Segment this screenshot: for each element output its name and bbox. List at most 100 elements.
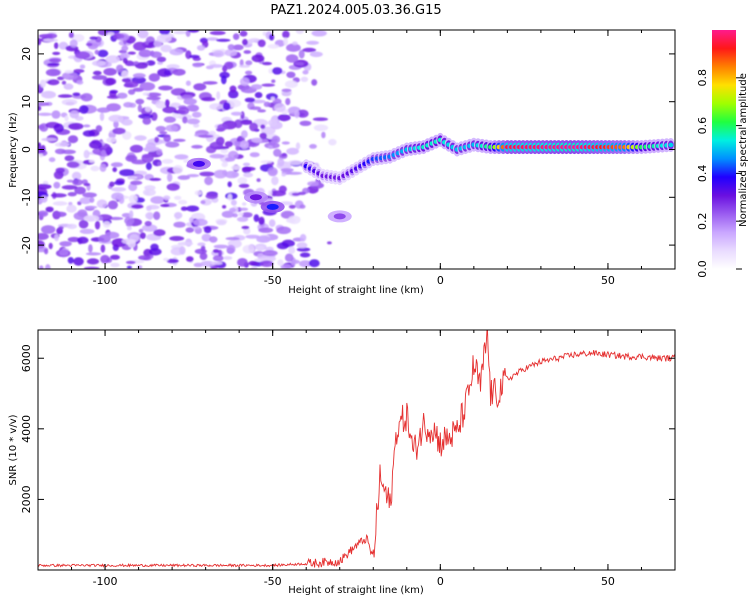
heatmap-noise-cell [245,70,253,75]
heatmap-noise-cell [271,135,281,144]
heatmap-noise-cell [99,163,107,172]
heatmap-noise-cell [61,149,76,155]
heatmap-noise-cell [191,144,203,149]
heatmap-noise-cell [243,172,254,178]
heatmap-noise-cell [150,196,166,204]
heatmap-noise-cell [95,125,103,133]
heatmap-x-tick-label: -100 [93,274,118,287]
heatmap-noise-cell [262,250,278,257]
heatmap-noise-cell [142,92,150,96]
heatmap-noise-cell [130,180,143,185]
heatmap-noise-cell [204,176,214,186]
heatmap-noise-cell [163,257,169,262]
heatmap-noise-cell [158,85,173,91]
heatmap-noise-cell [287,160,302,166]
heatmap-noise-cell [129,144,144,153]
heatmap-noise-cell [260,160,273,164]
heatmap-noise-cell [77,209,88,217]
heatmap-noise-cell [286,43,301,52]
heatmap-noise-cell [54,42,59,49]
heatmap-noise-cell [85,252,102,256]
colorbar-tick-label: 0.4 [696,165,709,183]
heatmap-noise-cell [66,223,78,230]
heatmap-noise-cell [66,179,74,183]
heatmap-noise-cell [302,70,309,75]
heatmap-noise-cell [200,200,206,205]
heatmap-noise-cell [169,48,184,56]
snr-x-tick-label: 50 [601,575,615,588]
heatmap-noise-cell [110,187,127,192]
heatmap-noise-cell [57,76,65,81]
heatmap-noise-cell [283,37,288,46]
heatmap-noise-cell [186,256,194,262]
heatmap-noise-cell [59,241,72,247]
heatmap-noise-cell [83,266,100,269]
heatmap-noise-cell [96,199,108,209]
heatmap-noise-cell [250,266,258,269]
heatmap-noise-cell [278,185,287,193]
heatmap-noise-cell [185,80,191,86]
colorbar-tick-label: 0.8 [696,69,709,87]
heatmap-noise-cell [160,203,170,208]
heatmap-noise-cell [69,110,80,119]
heatmap-noise-cell [227,193,233,202]
heatmap-noise-cell [62,71,78,80]
heatmap-noise-cell [67,257,74,264]
heatmap-noise-cell [160,44,172,53]
heatmap-noise-cell [45,264,51,269]
heatmap-noise-cell [59,249,69,256]
heatmap-noise-cell [237,258,248,267]
heatmap-noise-cell [137,30,149,39]
heatmap-noise-cell [309,51,323,58]
heatmap-noise-cell [108,114,124,123]
heatmap-noise-cell [127,239,136,248]
heatmap-noise-cell [73,257,84,266]
heatmap-noise-cell [244,97,256,103]
heatmap-noise-cell [312,117,328,121]
heatmap-noise-cell [116,64,124,73]
heatmap-noise-cell [77,236,89,244]
heatmap-noise-cell [100,244,106,253]
heatmap-plot-area [38,30,675,269]
heatmap-noise-cell [121,119,133,126]
heatmap-noise-cell [67,236,81,243]
heatmap-noise-cell [237,177,248,185]
heatmap-noise-cell [149,177,162,181]
heatmap-noise-cell [210,261,223,265]
heatmap-noise-cell [224,170,239,179]
heatmap-noise-cell [284,80,298,88]
heatmap-noise-cell [194,190,202,196]
heatmap-noise-cell [111,192,124,201]
heatmap-noise-cell [299,120,312,127]
heatmap-noise-cell [67,135,79,144]
heatmap-noise-cell [239,207,249,211]
heatmap-noise-cell [281,141,290,145]
heatmap-noise-cell [262,61,272,66]
heatmap-noise-cell [267,44,280,49]
heatmap-noise-cell [83,149,90,159]
heatmap-noise-cell [121,70,129,79]
heatmap-noise-cell [229,207,237,213]
heatmap-noise-cell [260,260,274,268]
heatmap-noise-cell [167,173,173,182]
heatmap-noise-cell [297,191,306,196]
heatmap-noise-cell [163,195,171,201]
heatmap-noise-cell [162,106,177,114]
heatmap-noise-cell [51,110,61,119]
heatmap-noise-cell [259,132,268,140]
heatmap-noise-cell [86,258,100,265]
heatmap-noise-cell [281,88,292,93]
heatmap-noise-cell [48,242,53,250]
heatmap-noise-cell [299,204,306,209]
heatmap-noise-cell [97,49,109,58]
heatmap-noise-cell [227,150,239,160]
heatmap-noise-cell [285,98,291,106]
snr-y-tick-label: 6000 [20,344,33,372]
heatmap-noise-cell [202,81,218,85]
heatmap-noise-cell [216,220,227,226]
heatmap-noise-cell [271,176,279,186]
heatmap-noise-cell [100,254,110,264]
heatmap-noise-cell [159,30,171,36]
heatmap-noise-cell [66,204,77,213]
snr-x-tick-label: -100 [93,575,118,588]
